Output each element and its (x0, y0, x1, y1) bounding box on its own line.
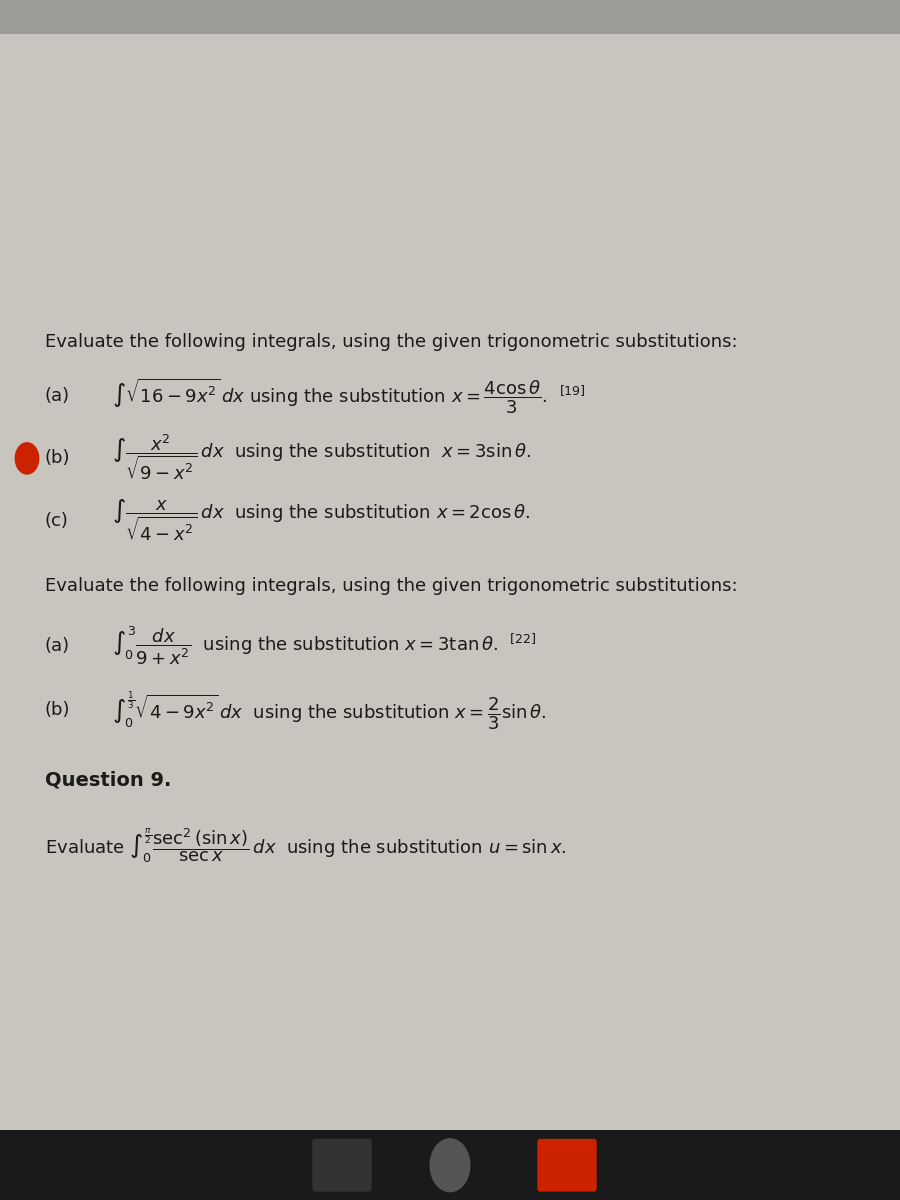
FancyBboxPatch shape (312, 1139, 372, 1192)
Text: $\int \dfrac{x}{\sqrt{4-x^2}}\,dx$  using the substitution $x = 2\cos\theta$.: $\int \dfrac{x}{\sqrt{4-x^2}}\,dx$ using… (112, 498, 531, 544)
Text: Evaluate the following integrals, using the given trigonometric substitutions:: Evaluate the following integrals, using … (45, 332, 738, 350)
Circle shape (430, 1139, 470, 1192)
FancyBboxPatch shape (0, 1130, 900, 1200)
Text: $\int_0^{\frac{1}{3}} \sqrt{4-9x^2}\,dx$  using the substitution $x = \dfrac{2}{: $\int_0^{\frac{1}{3}} \sqrt{4-9x^2}\,dx$… (112, 689, 547, 732)
Text: Evaluate $\int_0^{\frac{\pi}{2}} \dfrac{\sec^2(\sin x)}{\sec x}\,dx$  using the : Evaluate $\int_0^{\frac{\pi}{2}} \dfrac{… (45, 827, 567, 865)
FancyBboxPatch shape (0, 0, 900, 34)
Text: (a): (a) (45, 386, 70, 404)
Text: Evaluate the following integrals, using the given trigonometric substitutions:: Evaluate the following integrals, using … (45, 577, 738, 594)
Text: (a): (a) (45, 636, 70, 655)
FancyBboxPatch shape (537, 1139, 597, 1192)
Circle shape (15, 443, 39, 474)
Text: (c): (c) (45, 511, 69, 530)
Text: (b): (b) (45, 449, 70, 467)
Text: $\int \dfrac{x^2}{\sqrt{9-x^2}}\,dx$  using the substitution  $x = 3\sin\theta$.: $\int \dfrac{x^2}{\sqrt{9-x^2}}\,dx$ usi… (112, 433, 532, 484)
Text: $\int \sqrt{16-9x^2}\,dx$ using the substitution $x = \dfrac{4\cos\theta}{3}$.  : $\int \sqrt{16-9x^2}\,dx$ using the subs… (112, 377, 587, 415)
Text: $\int_0^{3} \dfrac{dx}{9+x^2}$  using the substitution $x = 3\tan\theta$.  $^{[2: $\int_0^{3} \dfrac{dx}{9+x^2}$ using the… (112, 624, 537, 667)
Text: Question 9.: Question 9. (45, 770, 171, 790)
Text: (b): (b) (45, 701, 70, 719)
